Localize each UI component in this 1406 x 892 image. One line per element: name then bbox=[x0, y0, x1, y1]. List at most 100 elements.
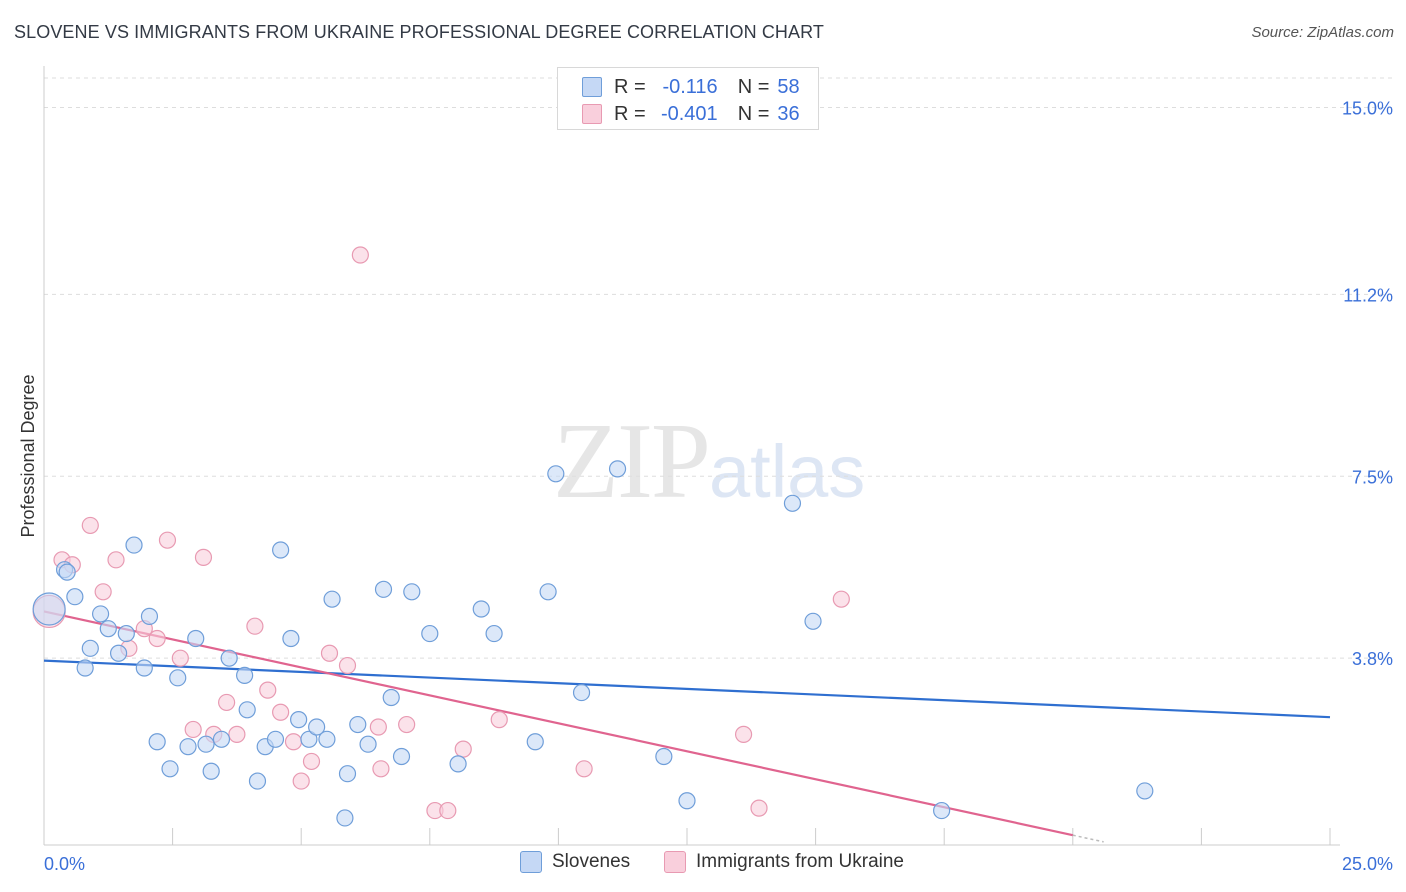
legend-item-slovenes[interactable]: Slovenes bbox=[520, 851, 630, 873]
watermark-zip: ZIP bbox=[553, 402, 711, 521]
ukraine-point bbox=[284, 733, 303, 751]
legend-item-ukraine[interactable]: Immigrants from Ukraine bbox=[664, 851, 904, 873]
ukraine-trend-line bbox=[43, 610, 1074, 837]
slovene-point bbox=[449, 755, 467, 773]
ukraine-point bbox=[218, 693, 236, 712]
series-legend: Slovenes Immigrants from Ukraine bbox=[0, 851, 1406, 877]
slovene-point bbox=[783, 494, 802, 512]
slovene-point bbox=[290, 711, 308, 729]
slovene-point bbox=[338, 765, 357, 783]
ukraine-point bbox=[246, 617, 264, 635]
ukraine-point bbox=[398, 715, 416, 734]
slovene-point bbox=[485, 624, 503, 643]
y-axis-label: Professional Degree bbox=[18, 374, 38, 537]
r-value: -0.116 bbox=[662, 75, 718, 98]
r-label: R = bbox=[614, 102, 646, 125]
ukraine-point bbox=[259, 681, 277, 699]
slovene-point bbox=[678, 792, 696, 810]
stats-row-slovenes: R = -0.116 N = 58 bbox=[582, 76, 800, 98]
slovene-point bbox=[117, 624, 135, 643]
ukraine-point bbox=[158, 531, 177, 549]
slovene-point bbox=[323, 590, 341, 608]
ukraine-point bbox=[338, 656, 357, 675]
slovene-point bbox=[608, 460, 627, 478]
slovene-point bbox=[179, 738, 197, 756]
legend-label-slovenes: Slovenes bbox=[552, 851, 631, 872]
ukraine-point bbox=[292, 772, 310, 790]
ukraine-point bbox=[94, 583, 112, 601]
y-tick-label: 3.8% bbox=[1352, 649, 1393, 669]
slovene-point bbox=[197, 735, 215, 753]
x-tick-label: 0.0% bbox=[44, 854, 85, 874]
y-tick-label: 15.0% bbox=[1342, 99, 1393, 119]
ukraine-point bbox=[81, 516, 99, 535]
slovene-point bbox=[539, 583, 557, 601]
slovene-point bbox=[282, 629, 300, 648]
slovene-point bbox=[125, 536, 143, 554]
slovene-point bbox=[392, 747, 411, 766]
ukraine-trend-extension bbox=[1072, 834, 1104, 843]
slovene-point bbox=[547, 465, 565, 483]
slovene-point bbox=[349, 715, 367, 734]
slovene-point bbox=[212, 730, 231, 748]
slovene-point bbox=[140, 607, 159, 625]
slovene-point bbox=[66, 588, 84, 606]
ukraine-point bbox=[490, 711, 508, 729]
slovene-point bbox=[318, 730, 336, 748]
slovene-point bbox=[81, 639, 99, 657]
ukraine-point bbox=[272, 703, 290, 721]
source-label: Source: ZipAtlas.com bbox=[1251, 24, 1394, 41]
slovene-point bbox=[472, 600, 490, 618]
chart-title: SLOVENE VS IMMIGRANTS FROM UKRAINE PROFE… bbox=[14, 22, 824, 42]
slovene-point bbox=[655, 747, 673, 766]
slovene-point bbox=[99, 620, 117, 638]
ukraine-point bbox=[351, 246, 369, 264]
slovene-point bbox=[32, 592, 66, 626]
stats-row-ukraine: R = -0.401 N = 36 bbox=[582, 103, 800, 125]
ukraine-point bbox=[148, 629, 166, 648]
slovene-point bbox=[76, 659, 94, 677]
slovene-point bbox=[336, 809, 354, 827]
slovene-point bbox=[91, 605, 110, 623]
slovene-point bbox=[248, 772, 267, 790]
slovene-point bbox=[135, 659, 153, 677]
n-value: 58 bbox=[777, 75, 800, 98]
slovene-point bbox=[220, 649, 238, 667]
slovene-point bbox=[161, 760, 179, 778]
ukraine-swatch bbox=[582, 104, 602, 124]
ukraine-point bbox=[171, 649, 189, 667]
ukraine-point bbox=[575, 760, 593, 778]
slovene-point bbox=[272, 541, 290, 559]
slovene-point bbox=[109, 644, 128, 662]
tick-labels: 3.8% 7.5% 11.2% 15.0% 0.0% 25.0% bbox=[44, 99, 1393, 875]
slovene-point bbox=[58, 563, 76, 581]
slovene-point bbox=[933, 801, 951, 820]
axes bbox=[43, 66, 1340, 846]
slovene-point bbox=[1136, 782, 1154, 800]
slovenes-legend-swatch bbox=[520, 851, 542, 873]
slovene-point bbox=[382, 688, 400, 707]
slovene-point bbox=[804, 612, 822, 630]
stats-legend: R = -0.116 N = 58 R = -0.401 N = 36 bbox=[557, 67, 819, 130]
ukraine-point bbox=[302, 752, 321, 771]
slovene-point bbox=[236, 666, 254, 684]
ukraine-point bbox=[750, 799, 768, 817]
slovene-point bbox=[403, 583, 421, 601]
slovene-point bbox=[359, 735, 377, 753]
data-points bbox=[32, 246, 1154, 827]
ukraine-point bbox=[320, 644, 339, 662]
grid-lines bbox=[44, 77, 1392, 659]
slovene-point bbox=[300, 730, 318, 748]
slovene-point bbox=[169, 669, 187, 687]
n-label: N = bbox=[737, 75, 770, 98]
n-value: 36 bbox=[777, 102, 800, 125]
slovene-point bbox=[308, 718, 326, 736]
n-label: N = bbox=[737, 102, 770, 125]
r-value: -0.401 bbox=[660, 102, 718, 125]
ukraine-point bbox=[734, 725, 753, 743]
ukraine-point bbox=[194, 548, 213, 566]
ukraine-point bbox=[107, 551, 125, 569]
ukraine-point bbox=[228, 725, 246, 743]
ukraine-point bbox=[832, 590, 850, 608]
r-label: R = bbox=[614, 75, 646, 98]
